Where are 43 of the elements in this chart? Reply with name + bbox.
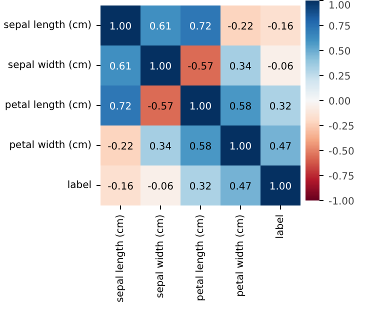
data-label: 0.61	[109, 62, 132, 72]
data-label: 0.34	[149, 142, 172, 152]
color-bar-label: -0.75	[328, 172, 354, 182]
x-tick-label: petal width (cm)	[235, 214, 246, 297]
data-label: -0.22	[108, 142, 134, 152]
y-tick-label: sepal width (cm)	[8, 60, 92, 71]
data-label: 0.34	[229, 62, 252, 72]
data-label: 0.32	[189, 182, 212, 192]
data-label: 0.61	[149, 22, 172, 32]
color-bar-label: 0.00	[328, 96, 351, 108]
data-label: 0.58	[189, 142, 212, 152]
color-bar-label: 0.25	[328, 72, 351, 82]
y-tick-label: petal length (cm)	[4, 100, 92, 111]
data-label: 1.00	[229, 142, 252, 152]
x-tick-label: sepal width (cm)	[155, 214, 166, 298]
data-label: 0.32	[269, 102, 292, 112]
data-label: 1.00	[189, 102, 212, 112]
data-label: -0.06	[268, 62, 294, 72]
color-bar-label: 1.00	[328, 0, 351, 12]
x-tick-label: label	[275, 214, 286, 239]
y-tick-label: sepal length (cm)	[4, 20, 92, 31]
data-label: -0.22	[228, 22, 254, 32]
data-label: -0.06	[148, 182, 174, 192]
data-label: 0.47	[269, 142, 292, 152]
data-label: 0.72	[189, 22, 212, 32]
color-bar-label: -1.00	[328, 196, 354, 208]
y-tick-label: petal width (cm)	[9, 140, 92, 151]
color-bar-label: 0.75	[328, 22, 351, 32]
data-label: 0.58	[229, 102, 252, 112]
color-bar-label: 0.50	[328, 46, 351, 58]
data-label: 1.00	[269, 182, 292, 192]
data-label: -0.57	[188, 62, 214, 72]
data-label: -0.16	[268, 22, 294, 32]
data-label: 0.47	[229, 182, 252, 192]
y-tick-label: label	[67, 180, 92, 191]
data-label: 1.00	[149, 62, 172, 72]
data-label: -0.16	[108, 182, 134, 192]
data-label: 1.00	[109, 22, 132, 32]
data-label: 0.72	[109, 102, 132, 112]
color-bar-label: -0.50	[328, 146, 354, 158]
x-tick-label: petal length (cm)	[195, 214, 206, 302]
color-bar-label: -0.25	[328, 122, 354, 132]
data-label: -0.57	[148, 102, 174, 112]
